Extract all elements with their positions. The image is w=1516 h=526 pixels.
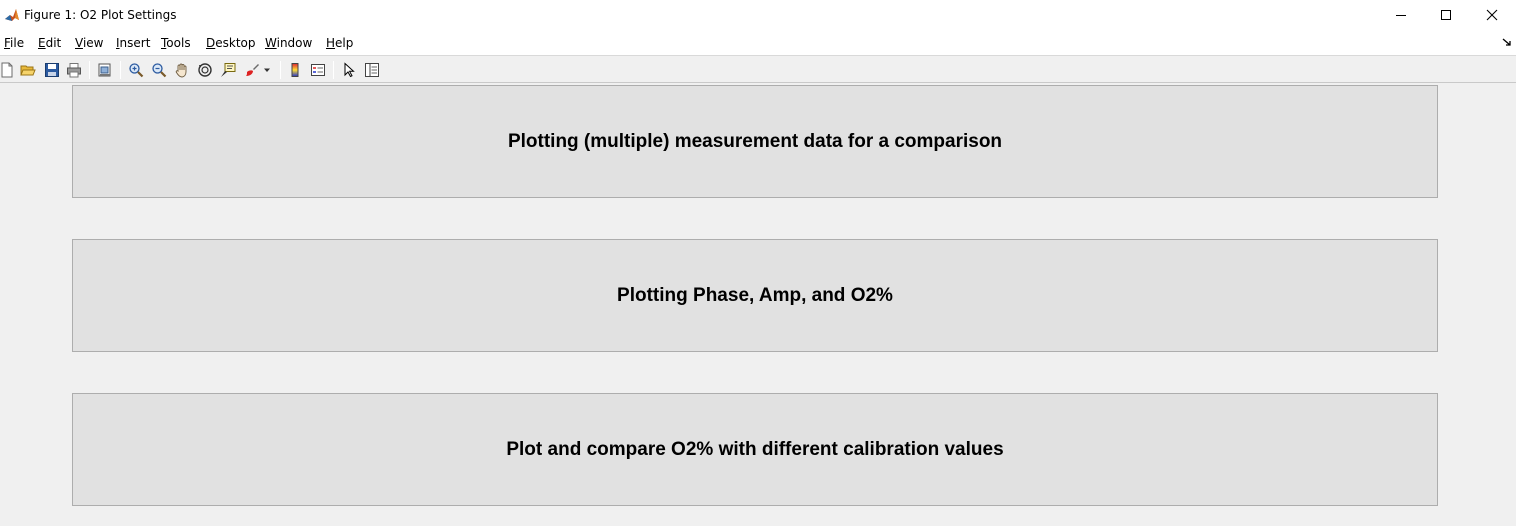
minimize-button[interactable]	[1378, 0, 1424, 30]
zoom-out-icon	[152, 63, 167, 78]
toolbar-separator	[120, 61, 121, 79]
insert-legend-button[interactable]	[308, 60, 328, 80]
figure-toolbar	[0, 55, 1516, 83]
dock-figure-icon[interactable]	[1501, 36, 1513, 48]
toolbar-separator	[333, 61, 334, 79]
new-file-icon	[1, 62, 13, 78]
plot-comparison-button[interactable]: Plotting (multiple) measurement data for…	[72, 85, 1438, 198]
toolbar-separator	[89, 61, 90, 79]
close-icon	[1486, 9, 1498, 21]
menu-file[interactable]: File	[4, 36, 25, 50]
menu-tools[interactable]: Tools	[161, 36, 191, 50]
data-cursor-icon	[221, 63, 236, 77]
open-file-button[interactable]	[18, 60, 38, 80]
insert-colorbar-button[interactable]	[285, 60, 305, 80]
zoom-in-icon	[129, 63, 144, 78]
colorbar-icon	[291, 63, 299, 77]
menu-help[interactable]: Help	[326, 36, 354, 50]
zoom-in-button[interactable]	[126, 60, 146, 80]
zoom-out-button[interactable]	[149, 60, 169, 80]
pan-hand-icon	[175, 63, 187, 78]
edit-plot-arrow-icon	[344, 62, 355, 78]
menu-window[interactable]: Window	[265, 36, 313, 50]
menu-desktop[interactable]: Desktop	[206, 36, 256, 50]
data-cursor-button[interactable]	[218, 60, 238, 80]
panel-label: Plotting Phase, Amp, and O2%	[617, 284, 893, 306]
rotate-3d-icon	[198, 63, 212, 77]
brush-button[interactable]	[242, 60, 262, 80]
property-inspector-icon	[365, 63, 379, 77]
maximize-button[interactable]	[1423, 0, 1469, 30]
panel-label: Plot and compare O2% with different cali…	[506, 438, 1004, 460]
menu-bar: File Edit View Insert Tools Desktop Wind…	[0, 30, 1516, 55]
legend-icon	[311, 64, 325, 76]
print-icon	[67, 63, 81, 78]
menu-edit[interactable]: Edit	[38, 36, 62, 50]
menu-insert[interactable]: Insert	[116, 36, 151, 50]
brush-icon	[246, 64, 259, 76]
title-bar: Figure 1: O2 Plot Settings	[0, 0, 1516, 30]
save-icon	[45, 63, 59, 77]
window-title: Figure 1: O2 Plot Settings	[24, 8, 177, 22]
minimize-icon	[1396, 15, 1406, 16]
menu-view[interactable]: View	[75, 36, 104, 50]
chevron-down-icon	[264, 68, 270, 72]
property-inspector-button[interactable]	[362, 60, 382, 80]
print-preview-icon	[98, 63, 111, 77]
rotate-3d-button[interactable]	[195, 60, 215, 80]
panel-label: Plotting (multiple) measurement data for…	[507, 130, 1003, 152]
toolbar-separator	[280, 61, 281, 79]
new-figure-button[interactable]	[0, 60, 17, 80]
matlab-logo-icon	[4, 7, 20, 23]
save-button[interactable]	[42, 60, 62, 80]
open-file-icon	[20, 65, 36, 76]
print-button[interactable]	[64, 60, 84, 80]
print-preview-button[interactable]	[95, 60, 115, 80]
pan-button[interactable]	[172, 60, 192, 80]
maximize-icon	[1441, 10, 1451, 20]
plot-calibration-compare-button[interactable]: Plot and compare O2% with different cali…	[72, 393, 1438, 506]
edit-plot-button[interactable]	[339, 60, 359, 80]
brush-dropdown-button[interactable]	[261, 60, 273, 80]
plot-phase-amp-o2-button[interactable]: Plotting Phase, Amp, and O2%	[72, 239, 1438, 352]
close-button[interactable]	[1469, 0, 1515, 30]
